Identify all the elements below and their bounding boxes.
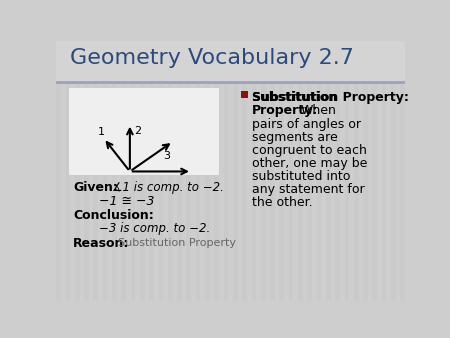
Text: Substitution: Substitution — [252, 91, 338, 104]
Bar — [233, 41, 238, 301]
Bar — [354, 41, 359, 301]
Bar — [345, 41, 349, 301]
Bar — [177, 41, 182, 301]
Bar — [252, 41, 256, 301]
Bar — [335, 41, 340, 301]
Bar — [158, 41, 163, 301]
Text: Given:: Given: — [73, 181, 118, 194]
Bar — [56, 41, 405, 83]
Text: segments are: segments are — [252, 131, 338, 144]
Bar — [307, 41, 312, 301]
Bar — [261, 41, 266, 301]
Text: substituted into: substituted into — [252, 170, 350, 183]
Bar — [122, 41, 126, 301]
Text: Substitution Property:: Substitution Property: — [252, 91, 409, 104]
Text: ∡1 is comp. to −2.: ∡1 is comp. to −2. — [112, 181, 224, 194]
Bar — [75, 41, 80, 301]
Bar — [149, 41, 154, 301]
Bar — [242, 41, 247, 301]
Bar — [84, 41, 89, 301]
Text: other, one may be: other, one may be — [252, 157, 367, 170]
Bar — [66, 41, 70, 301]
Bar — [168, 41, 172, 301]
Text: any statement for: any statement for — [252, 183, 364, 196]
Text: congruent to each: congruent to each — [252, 144, 366, 157]
Bar — [140, 41, 144, 301]
Text: Substitution Property: Substitution Property — [118, 238, 236, 248]
Text: Reason:: Reason: — [73, 237, 130, 250]
Bar — [382, 41, 387, 301]
Bar — [130, 41, 135, 301]
Bar — [279, 41, 284, 301]
Bar — [363, 41, 368, 301]
Text: 2: 2 — [134, 126, 141, 136]
Bar — [391, 41, 396, 301]
Bar — [68, 87, 219, 175]
Text: Conclusion:: Conclusion: — [73, 209, 154, 222]
Text: −3 is comp. to −2.: −3 is comp. to −2. — [99, 221, 210, 235]
Bar — [214, 41, 219, 301]
Text: −1 ≅ −3: −1 ≅ −3 — [99, 195, 154, 208]
Bar — [400, 41, 405, 301]
Text: 1: 1 — [98, 126, 105, 137]
Bar — [103, 41, 108, 301]
Text: 3: 3 — [163, 151, 171, 161]
Bar — [241, 91, 248, 98]
Text: When: When — [301, 104, 336, 118]
Bar — [56, 41, 61, 301]
Text: the other.: the other. — [252, 196, 312, 209]
Bar — [298, 41, 303, 301]
Text: pairs of angles or: pairs of angles or — [252, 118, 360, 130]
Bar — [94, 41, 98, 301]
Text: Geometry Vocabulary 2.7: Geometry Vocabulary 2.7 — [70, 48, 354, 68]
Bar — [196, 41, 200, 301]
Bar — [224, 41, 228, 301]
Bar — [373, 41, 377, 301]
Bar — [270, 41, 275, 301]
Bar — [289, 41, 293, 301]
Bar — [112, 41, 117, 301]
Bar — [205, 41, 210, 301]
Bar — [326, 41, 331, 301]
Bar — [317, 41, 321, 301]
Bar — [186, 41, 191, 301]
Text: Property:: Property: — [252, 104, 318, 118]
